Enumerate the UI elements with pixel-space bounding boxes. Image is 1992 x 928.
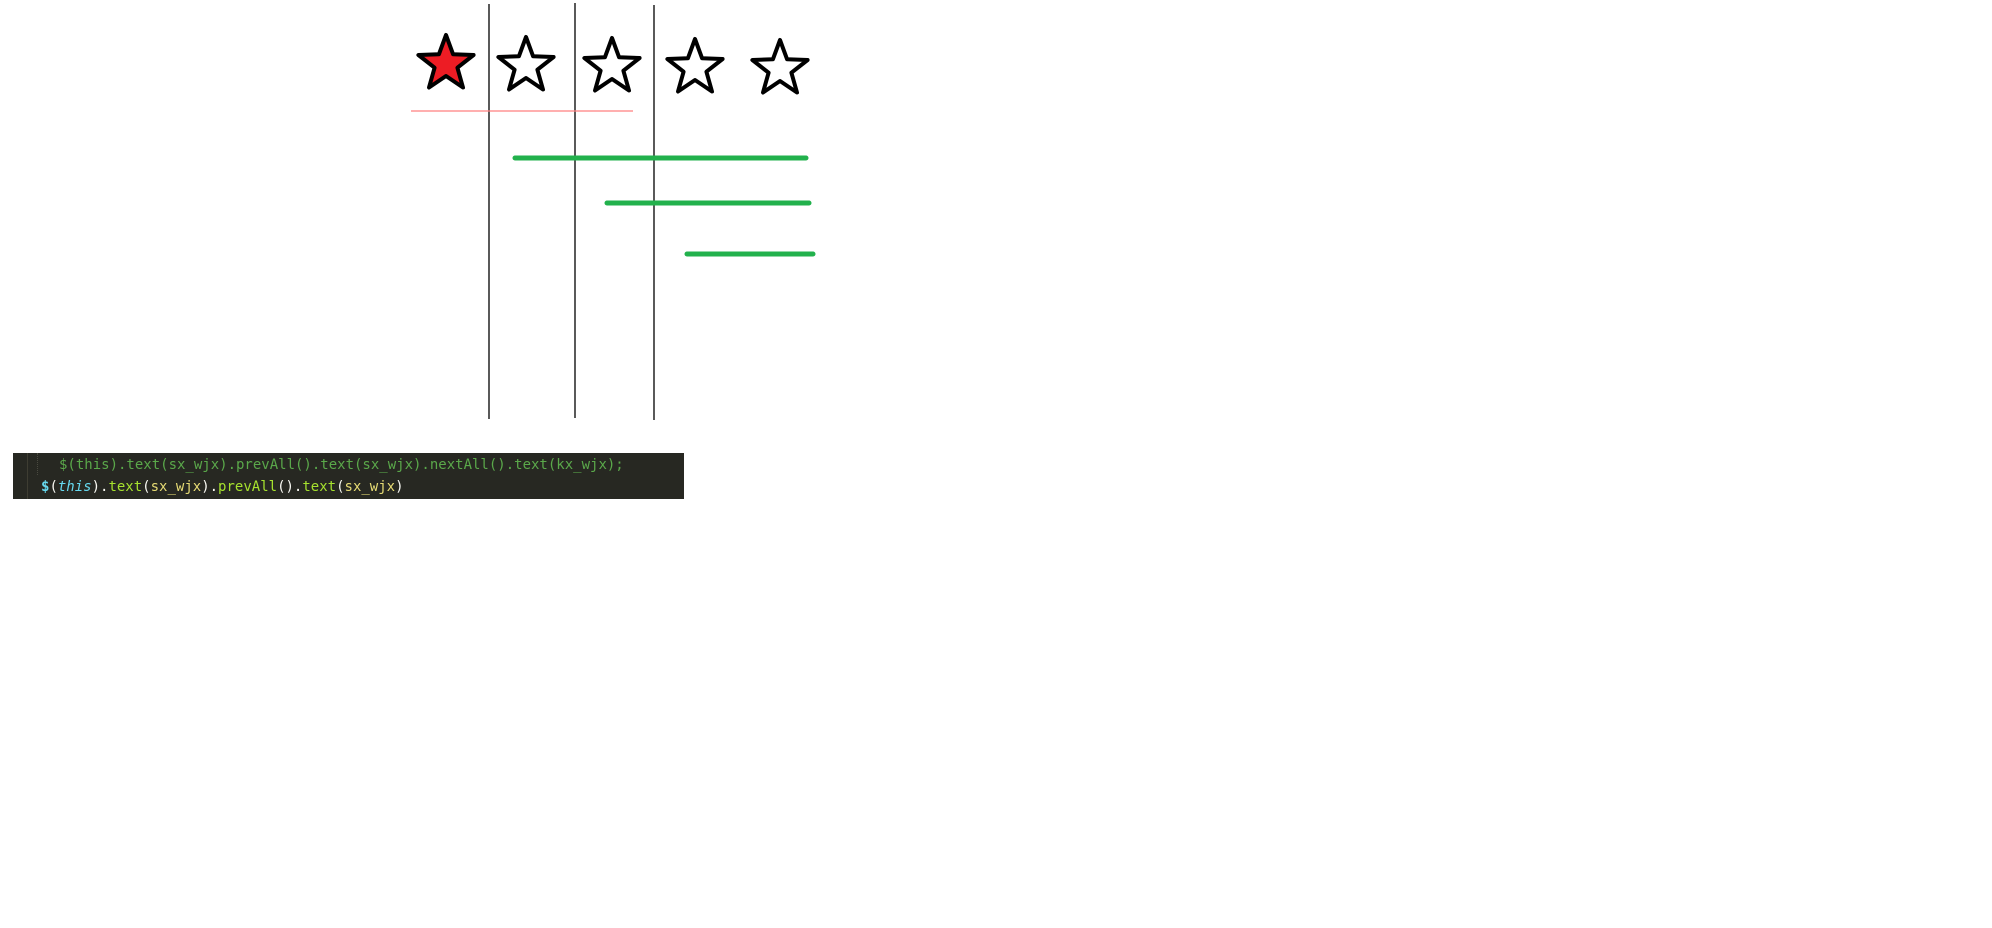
star-rating-diagram (411, 3, 816, 420)
indent-guide (37, 453, 38, 475)
code-token-argument: sx_wjx (150, 479, 202, 495)
code-line-prevall-call: $(this).text(sx_wjx).prevAll().text(sx_w… (41, 476, 404, 498)
sibling-range-lines (512, 155, 816, 257)
code-snippet: $(this).text(sx_wjx).prevAll().text(sx_w… (13, 453, 684, 499)
star-empty-icon[interactable] (750, 38, 810, 95)
code-token-paren: ). (201, 479, 219, 495)
star-rating (416, 33, 810, 95)
star-empty-icon[interactable] (496, 35, 556, 92)
code-token-paren: ( (49, 479, 58, 495)
code-token-paren: (). (277, 479, 303, 495)
star-empty-icon[interactable] (665, 37, 725, 94)
code-line-chained-call: $(this).text(sx_wjx).prevAll().text(sx_w… (59, 457, 624, 473)
code-token-prevall-method: prevAll (218, 479, 278, 495)
code-token-paren: ( (336, 479, 345, 495)
divider-lines (488, 3, 655, 420)
code-token-paren: ). (91, 479, 109, 495)
code-gutter (13, 453, 28, 499)
star-filled-icon[interactable] (416, 33, 476, 90)
code-token-paren: ( (142, 479, 151, 495)
code-token-text-method: text (108, 479, 143, 495)
code-token-text-method: text (302, 479, 337, 495)
star-empty-icon[interactable] (582, 36, 642, 93)
code-token-this: this (57, 479, 92, 495)
code-token-argument: sx_wjx (344, 479, 396, 495)
code-token-paren: ) (395, 479, 404, 495)
code-token-dollar: $ (41, 479, 50, 495)
